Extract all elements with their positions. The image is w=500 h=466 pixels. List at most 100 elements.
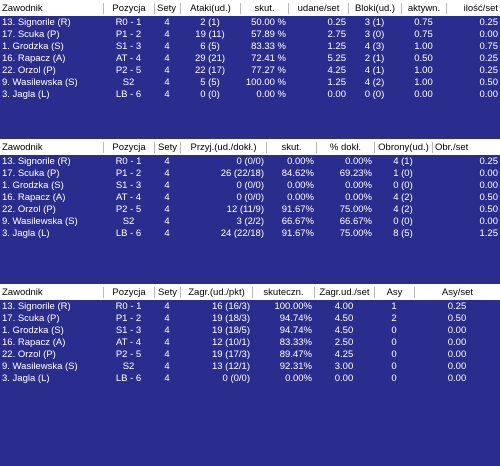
cell-defenses-per-set: 0.00 [479, 215, 499, 227]
cell-defenses: 0 (0) [393, 179, 413, 191]
table-row[interactable]: 22. Orzol (P) P2 - 5 4 12 (11/9) 91.67% 75.00… [0, 203, 500, 215]
cell-serve-eff: 89.47% [279, 348, 312, 360]
cell-blocks: 0 (0) [364, 88, 385, 100]
cell-block-active: 1.00 [414, 64, 433, 76]
table-row[interactable]: 16. Rapacz (A) AT - 4 4 12 (10/1) 83.33% 2.50… [0, 336, 500, 348]
cell-aces: 0 [391, 324, 397, 336]
cell-position: P1 - 2 [115, 167, 142, 179]
column-header-serves-per-set[interactable]: Zagr.ud./set [314, 286, 374, 298]
cell-position: S1 - 3 [115, 179, 142, 191]
table-header-row: Zawodnik Pozycja Sety Przyj.(ud./dokł.) skut… [0, 139, 500, 155]
cell-blocks: 3 (1) [364, 16, 385, 28]
column-header-player[interactable]: Zawodnik [2, 286, 43, 298]
column-header-sets[interactable]: Sety [154, 2, 180, 14]
column-header-defenses[interactable]: Obrony(ud.) [374, 141, 432, 153]
cell-reception-accuracy: 0.00% [345, 179, 372, 191]
cell-attack-eff: 57.89 % [251, 28, 286, 40]
cell-serves-per-set: 2.50 [334, 336, 354, 348]
table-row[interactable]: 13. Signorile (R) R0 - 1 4 16 (16/3) 100.00%… [0, 300, 500, 312]
column-header-player[interactable]: Zawodnik [2, 2, 43, 14]
table-row[interactable]: 17. Scuka (P) P1 - 2 4 19 (11) 57.89 % 2.75 3 … [0, 28, 500, 40]
cell-block-active: 0.75 [414, 16, 433, 28]
cell-defenses-per-set: 0.00 [479, 167, 499, 179]
column-header-reception-eff[interactable]: skut. [266, 141, 316, 153]
cell-position: AT - 4 [116, 336, 141, 348]
table-row[interactable]: 16. Rapacz (A) AT - 4 4 0 (0/0) 0.00% 0.00% 4 … [0, 191, 500, 203]
column-header-attacks[interactable]: Ataki(ud.) [180, 2, 240, 14]
cell-serve-eff: 100.00% [274, 300, 312, 312]
cell-reception-eff: 0.00% [287, 155, 314, 167]
cell-attacks-per-set: 2.75 [327, 28, 347, 40]
table-row[interactable]: 17. Scuka (P) P1 - 2 4 19 (18/3) 94.74% 4.50 2… [0, 312, 500, 324]
cell-aces-per-set: 0.25 [447, 300, 467, 312]
reception-defense-stats-table: Zawodnik Pozycja Sety Przyj.(ud./dokł.) skut… [0, 139, 500, 239]
column-header-position[interactable]: Pozycja [103, 141, 154, 153]
column-header-reception-accuracy[interactable]: % dokł. [316, 141, 374, 153]
cell-reception-eff: 66.67% [281, 215, 314, 227]
table-row[interactable]: 9. Wasilewska (S) S2 4 3 (2/2) 66.67% 66.67% 0… [0, 215, 500, 227]
table-row[interactable]: 1. Grodzka (S) S1 - 3 4 0 (0/0) 0.00% 0.00% 0 … [0, 179, 500, 191]
cell-aces-per-set: 0.00 [447, 348, 467, 360]
column-header-position[interactable]: Pozycja [103, 2, 154, 14]
cell-defenses: 4 (2) [393, 203, 413, 215]
cell-player: 3. Jagla (L) [2, 372, 50, 384]
cell-serve-eff: 94.74% [279, 324, 312, 336]
cell-player: 13. Signorile (R) [2, 16, 71, 28]
cell-sets: 4 [164, 348, 170, 360]
table-row[interactable]: 9. Wasilewska (S) S2 4 13 (12/1) 92.31% 3.00 0… [0, 360, 500, 372]
column-header-attack-eff[interactable]: skut. [240, 2, 288, 14]
table-row[interactable]: 3. Jagla (L) LB - 6 4 24 (22/18) 91.67% 75.00… [0, 227, 500, 239]
cell-reception-eff: 84.62% [281, 167, 314, 179]
column-header-blocks[interactable]: Bloki(ud.) [348, 2, 401, 14]
cell-player: 1. Grodzka (S) [2, 40, 64, 52]
column-header-aces[interactable]: Asy [374, 286, 414, 298]
column-header-attacks-per-set[interactable]: udane/set [288, 2, 348, 14]
table-row[interactable]: 16. Rapacz (A) AT - 4 4 29 (21) 72.41 % 5.25 2… [0, 52, 500, 64]
cell-serves-per-set: 3.00 [334, 360, 354, 372]
cell-block-active: 0.50 [414, 52, 433, 64]
cell-attacks: 29 (21) [194, 52, 226, 64]
cell-attacks: 22 (17) [194, 64, 226, 76]
cell-blocks: 3 (0) [364, 28, 385, 40]
cell-position: R0 - 1 [115, 155, 142, 167]
cell-position: R0 - 1 [115, 16, 142, 28]
cell-blocks-per-set: 0.25 [479, 52, 499, 64]
cell-serves: 16 (16/3) [211, 300, 250, 312]
cell-serve-eff: 92.31% [279, 360, 312, 372]
cell-player: 9. Wasilewska (S) [2, 76, 78, 88]
column-header-block-active[interactable]: aktywn. [401, 2, 446, 14]
cell-attack-eff: 72.41 % [251, 52, 286, 64]
cell-attack-eff: 50.00 % [251, 16, 286, 28]
cell-serve-eff: 83.33% [279, 336, 312, 348]
table-row[interactable]: 17. Scuka (P) P1 - 2 4 26 (22/18) 84.62% 69.2… [0, 167, 500, 179]
column-header-serves[interactable]: Zagr.(ud./pkt) [180, 286, 252, 298]
cell-player: 13. Signorile (R) [2, 300, 71, 312]
cell-sets: 4 [164, 88, 170, 100]
table-row[interactable]: 3. Jagla (L) LB - 6 4 0 (0) 0.00 % 0.00 0 (0) 0… [0, 88, 500, 100]
table-row[interactable]: 9. Wasilewska (S) S2 4 5 (5) 100.00 % 1.25 4 (… [0, 76, 500, 88]
table-row[interactable]: 1. Grodzka (S) S1 - 3 4 19 (18/5) 94.74% 4.50… [0, 324, 500, 336]
table-row[interactable]: 3. Jagla (L) LB - 6 4 0 (0/0) 0.00% 0.00 0 0.00 [0, 372, 500, 384]
cell-player: 3. Jagla (L) [2, 227, 50, 239]
cell-player: 16. Rapacz (A) [2, 52, 66, 64]
column-header-player[interactable]: Zawodnik [2, 141, 43, 153]
column-header-receptions[interactable]: Przyj.(ud./dokł.) [180, 141, 266, 153]
cell-blocks-per-set: 0.00 [479, 28, 499, 40]
cell-player: 1. Grodzka (S) [2, 179, 64, 191]
column-header-position[interactable]: Pozycja [103, 286, 154, 298]
table-row[interactable]: 22. Orzol (P) P2 - 5 4 22 (17) 77.27 % 4.25 4 … [0, 64, 500, 76]
column-header-defenses-per-set[interactable]: Obr./set [432, 141, 500, 153]
column-header-sets[interactable]: Sety [154, 286, 180, 298]
column-header-blocks-per-set[interactable]: ilość/set [446, 2, 500, 14]
table-row[interactable]: 1. Grodzka (S) S1 - 3 4 6 (5) 83.33 % 1.25 4 (… [0, 40, 500, 52]
cell-sets: 4 [164, 360, 170, 372]
table-row[interactable]: 13. Signorile (R) R0 - 1 4 2 (1) 50.00 % 0.25… [0, 16, 500, 28]
column-header-serve-eff[interactable]: skuteczn. [252, 286, 314, 298]
table-row[interactable]: 22. Orzol (P) P2 - 5 4 19 (17/3) 89.47% 4.25 0… [0, 348, 500, 360]
cell-aces: 0 [391, 372, 397, 384]
column-header-aces-per-set[interactable]: Asy/set [414, 286, 500, 298]
table-row[interactable]: 13. Signorile (R) R0 - 1 4 0 (0/0) 0.00% 0.00… [0, 155, 500, 167]
column-header-sets[interactable]: Sety [154, 141, 180, 153]
cell-position: S1 - 3 [115, 40, 142, 52]
cell-blocks-per-set: 0.25 [479, 64, 499, 76]
